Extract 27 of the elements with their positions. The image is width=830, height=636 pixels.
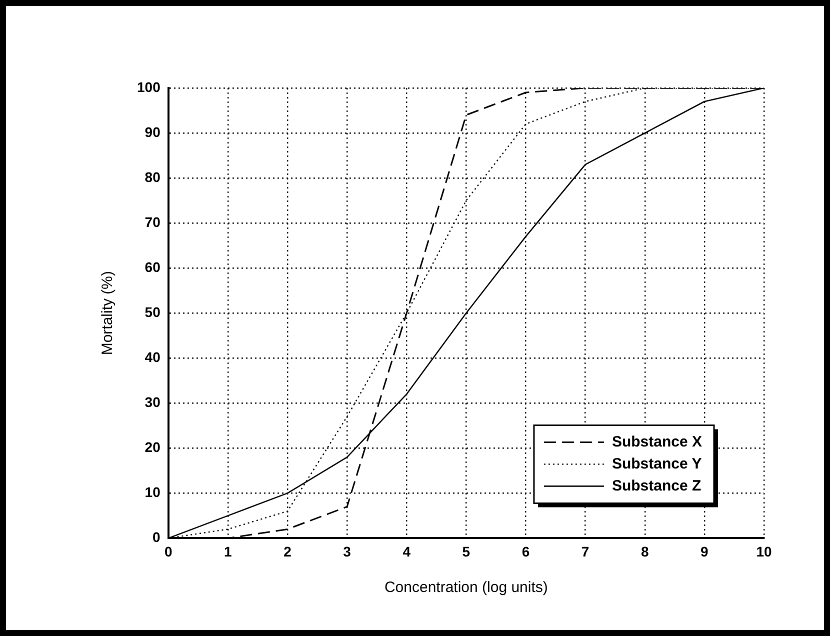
x-tick-label: 5: [462, 543, 470, 560]
y-tick-label: 10: [144, 484, 161, 500]
y-tick-label: 50: [144, 304, 161, 320]
y-axis-title: Mortality (%): [99, 271, 116, 356]
x-tick-label: 1: [224, 543, 232, 560]
y-tick-label: 60: [144, 258, 161, 275]
y-tick-label: 30: [144, 394, 161, 410]
y-tick-label: 80: [144, 168, 161, 185]
y-tick-label: 90: [144, 124, 161, 140]
legend-label: Substance Y: [612, 455, 702, 472]
legend-label: Substance X: [612, 433, 702, 450]
y-tick-label: 20: [144, 439, 161, 456]
y-tick-label: 100: [137, 78, 161, 95]
x-tick-label: 2: [284, 543, 292, 560]
x-tick-label: 9: [700, 543, 709, 560]
x-axis-title: Concentration (log units): [384, 579, 548, 596]
y-tick-label: 0: [152, 529, 161, 546]
y-tick-label: 70: [144, 214, 161, 230]
y-tick-label: 40: [144, 348, 161, 365]
x-tick-label: 10: [756, 543, 772, 560]
x-tick-label: 8: [640, 543, 649, 560]
x-tick-label: 6: [522, 543, 530, 560]
x-tick-label: 7: [581, 543, 590, 560]
x-tick-label: 0: [164, 543, 172, 560]
x-tick-label: 3: [343, 543, 352, 560]
legend-label: Substance Z: [612, 477, 702, 494]
x-tick-label: 4: [402, 543, 411, 560]
